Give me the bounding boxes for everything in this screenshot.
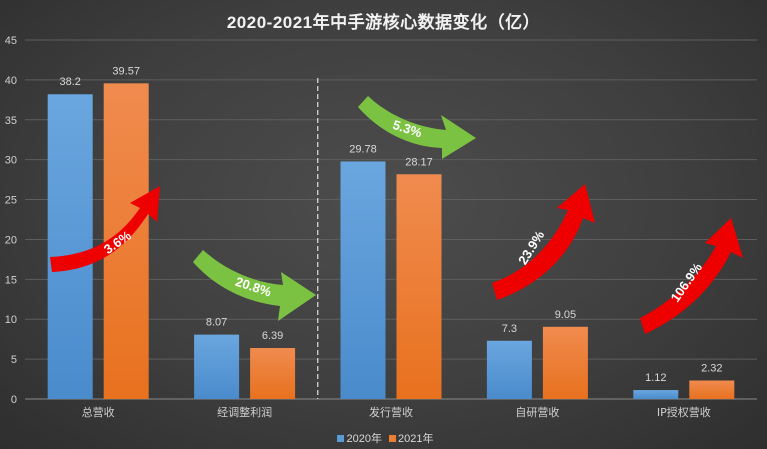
bar-value-label: 6.39	[262, 330, 283, 342]
bars	[47, 83, 735, 399]
legend-swatch-2020	[337, 435, 345, 442]
y-tick-label: 15	[5, 274, 17, 286]
bar-2021年-发行营收	[396, 174, 442, 399]
bar-2020年-总营收	[47, 94, 93, 399]
bar-2020年-经调整利润	[194, 334, 240, 399]
bar-value-label: 2.32	[701, 362, 722, 374]
y-tick-label: 5	[11, 354, 17, 366]
y-axis-ticks: 0 5 10 15 20 25 30 35 40 45	[5, 35, 17, 406]
y-tick-label: 30	[5, 155, 17, 167]
bar-2020年-发行营收	[340, 161, 386, 399]
bar-2021年-IP授权营收	[689, 380, 735, 399]
bar-value-label: 28.17	[405, 156, 433, 168]
x-category-label: 经调整利润	[217, 405, 272, 419]
arrow-down-icon: 20.8%	[193, 250, 316, 321]
chart-title: 2020-2021年中手游核心数据变化（亿）	[226, 13, 541, 32]
y-tick-label: 45	[5, 35, 17, 47]
gridlines	[25, 39, 757, 400]
arrow-up-icon: 23.9%	[492, 184, 595, 300]
bar-value-label: 1.12	[645, 372, 666, 384]
arrow-down-icon: 5.3%	[358, 96, 476, 159]
y-tick-label: 10	[5, 314, 17, 326]
y-tick-label: 20	[5, 234, 17, 246]
y-tick-label: 25	[5, 195, 17, 207]
bar-value-label: 7.3	[502, 323, 517, 335]
x-category-label: 发行营收	[369, 405, 413, 419]
y-tick-label: 35	[5, 115, 17, 127]
bar-value-label: 9.05	[555, 309, 576, 321]
bar-2021年-经调整利润	[250, 348, 296, 399]
legend-swatch-2021	[389, 435, 397, 442]
value-labels: 38.2 39.57 8.07 6.39 29.78 28.17 7.3 9.05 1.12 2.…	[59, 65, 722, 384]
y-tick-label: 40	[5, 75, 17, 87]
bar-2020年-IP授权营收	[633, 390, 679, 399]
arrow-up-icon: 106.9%	[640, 218, 743, 334]
legend-label-2021: 2021年	[398, 433, 434, 445]
bar-value-label: 29.78	[349, 143, 377, 155]
x-category-label: 自研营收	[515, 405, 559, 419]
bar-value-label: 38.2	[59, 76, 80, 88]
x-category-label: IP授权营收	[657, 405, 711, 419]
bar-value-label: 8.07	[206, 317, 227, 329]
y-tick-label: 0	[11, 394, 17, 406]
bar-2021年-自研营收	[542, 326, 588, 399]
x-category-label: 总营收	[82, 405, 115, 419]
x-axis-categories: 总营收 经调整利润 发行营收 自研营收 IP授权营收	[82, 405, 711, 419]
bar-value-label: 39.57	[112, 65, 140, 77]
bar-2020年-自研营收	[486, 340, 532, 399]
legend: 2020年 2021年	[0, 430, 767, 446]
legend-label-2020: 2020年	[346, 433, 382, 445]
